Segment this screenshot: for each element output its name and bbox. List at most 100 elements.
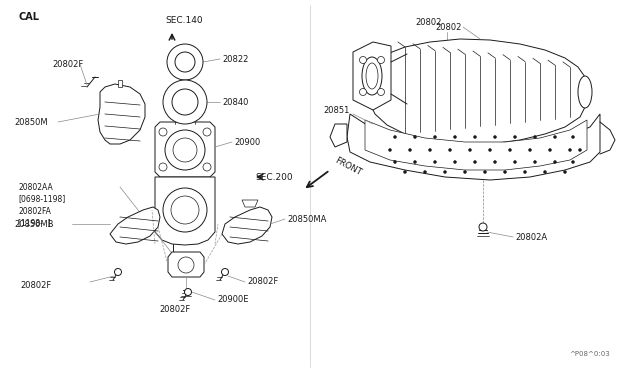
Text: 20802F: 20802F <box>159 305 191 314</box>
Circle shape <box>388 148 392 151</box>
Text: 20822: 20822 <box>222 55 248 64</box>
Polygon shape <box>155 177 215 245</box>
Text: 20802FA: 20802FA <box>18 206 51 215</box>
Circle shape <box>454 135 456 138</box>
Text: 20851: 20851 <box>323 106 349 115</box>
Circle shape <box>479 223 487 231</box>
Circle shape <box>534 135 536 138</box>
Circle shape <box>568 148 572 151</box>
Circle shape <box>378 57 385 64</box>
Circle shape <box>378 89 385 96</box>
Circle shape <box>572 135 575 138</box>
Circle shape <box>529 148 531 151</box>
Circle shape <box>221 269 228 276</box>
Circle shape <box>115 269 122 276</box>
Circle shape <box>524 170 527 173</box>
Circle shape <box>474 160 477 164</box>
Text: 20802: 20802 <box>415 17 442 26</box>
Circle shape <box>184 289 191 295</box>
Circle shape <box>513 135 516 138</box>
Circle shape <box>203 163 211 171</box>
Text: SEC.200: SEC.200 <box>255 173 292 182</box>
Circle shape <box>488 148 492 151</box>
Circle shape <box>171 196 199 224</box>
Circle shape <box>454 160 456 164</box>
Polygon shape <box>242 200 258 207</box>
Circle shape <box>203 128 211 136</box>
Circle shape <box>433 135 436 138</box>
Circle shape <box>360 57 367 64</box>
Circle shape <box>172 89 198 115</box>
Text: 20802F: 20802F <box>52 60 83 68</box>
Circle shape <box>504 170 506 173</box>
Circle shape <box>513 160 516 164</box>
Polygon shape <box>118 80 122 87</box>
Circle shape <box>413 135 417 138</box>
Circle shape <box>413 160 417 164</box>
Polygon shape <box>155 122 215 177</box>
Circle shape <box>175 52 195 72</box>
Text: 20802: 20802 <box>435 22 461 32</box>
Text: ^P08^0:03: ^P08^0:03 <box>569 351 610 357</box>
Text: 20802AA: 20802AA <box>18 183 52 192</box>
Polygon shape <box>365 120 587 170</box>
Text: 20900E: 20900E <box>217 295 248 305</box>
Circle shape <box>572 160 575 164</box>
Text: 20840: 20840 <box>222 97 248 106</box>
Text: 20802F: 20802F <box>20 280 51 289</box>
Polygon shape <box>370 39 585 144</box>
Circle shape <box>534 160 536 164</box>
Circle shape <box>394 160 397 164</box>
Ellipse shape <box>578 76 592 108</box>
Circle shape <box>178 257 194 273</box>
Circle shape <box>444 170 447 173</box>
Circle shape <box>493 160 497 164</box>
Text: FRONT: FRONT <box>333 156 363 178</box>
Circle shape <box>554 135 557 138</box>
Circle shape <box>474 135 477 138</box>
Circle shape <box>424 170 426 173</box>
Circle shape <box>543 170 547 173</box>
Polygon shape <box>168 252 204 277</box>
Circle shape <box>429 148 431 151</box>
Text: CAL: CAL <box>18 12 39 22</box>
Circle shape <box>403 170 406 173</box>
Polygon shape <box>98 84 145 144</box>
Polygon shape <box>110 207 160 244</box>
Circle shape <box>159 128 167 136</box>
Ellipse shape <box>362 57 382 95</box>
Polygon shape <box>330 124 347 147</box>
Circle shape <box>163 80 207 124</box>
Circle shape <box>548 148 552 151</box>
Text: [0698-1198]: [0698-1198] <box>18 195 65 203</box>
Circle shape <box>165 130 205 170</box>
Text: [1198-  ]: [1198- ] <box>18 218 51 228</box>
Circle shape <box>433 160 436 164</box>
Circle shape <box>408 148 412 151</box>
Circle shape <box>360 89 367 96</box>
Circle shape <box>159 163 167 171</box>
Text: 20802F: 20802F <box>247 278 278 286</box>
Ellipse shape <box>366 63 378 89</box>
Circle shape <box>563 170 566 173</box>
Polygon shape <box>347 114 600 180</box>
Text: 20802A: 20802A <box>515 232 547 241</box>
Text: 20850MB: 20850MB <box>14 219 54 228</box>
Text: 20900: 20900 <box>234 138 260 147</box>
Polygon shape <box>222 207 272 244</box>
Circle shape <box>167 44 203 80</box>
Text: 20850MA: 20850MA <box>287 215 326 224</box>
Circle shape <box>468 148 472 151</box>
Circle shape <box>449 148 451 151</box>
Circle shape <box>493 135 497 138</box>
Circle shape <box>173 138 197 162</box>
Circle shape <box>463 170 467 173</box>
Circle shape <box>579 148 582 151</box>
Circle shape <box>554 160 557 164</box>
Polygon shape <box>353 42 391 110</box>
Circle shape <box>394 135 397 138</box>
Text: 20850M: 20850M <box>14 118 47 126</box>
Circle shape <box>163 188 207 232</box>
Circle shape <box>483 170 486 173</box>
Circle shape <box>509 148 511 151</box>
